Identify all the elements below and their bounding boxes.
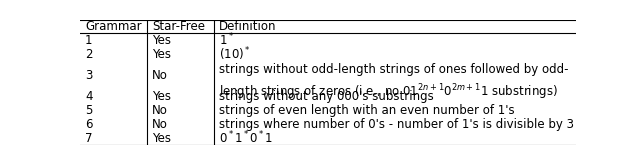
Text: 6: 6 (85, 118, 92, 131)
Text: strings without any 000's substrings: strings without any 000's substrings (219, 90, 434, 103)
Text: No: No (152, 118, 168, 131)
Text: Star-Free: Star-Free (152, 20, 205, 33)
Text: Yes: Yes (152, 90, 171, 103)
Text: $(10)^*$: $(10)^*$ (219, 45, 251, 63)
Text: 2: 2 (85, 48, 92, 60)
Text: Yes: Yes (152, 34, 171, 47)
Text: strings where number of 0's - number of 1's is divisible by 3: strings where number of 0's - number of … (219, 118, 574, 131)
Text: 4: 4 (85, 90, 92, 103)
Text: Yes: Yes (152, 48, 171, 60)
Text: 3: 3 (85, 69, 92, 82)
Text: strings without odd-length strings of ones followed by odd-
length strings of ze: strings without odd-length strings of on… (219, 63, 568, 102)
Text: 1: 1 (85, 34, 92, 47)
Text: Definition: Definition (219, 20, 276, 33)
Text: 7: 7 (85, 132, 92, 145)
Text: $0^*1^*0^*1$: $0^*1^*0^*1$ (219, 130, 273, 147)
Text: Yes: Yes (152, 132, 171, 145)
Text: $1^*$: $1^*$ (219, 32, 234, 49)
Text: No: No (152, 69, 168, 82)
Text: 5: 5 (85, 104, 92, 117)
Text: Grammar: Grammar (85, 20, 141, 33)
Text: strings of even length with an even number of 1's: strings of even length with an even numb… (219, 104, 515, 117)
Text: No: No (152, 104, 168, 117)
